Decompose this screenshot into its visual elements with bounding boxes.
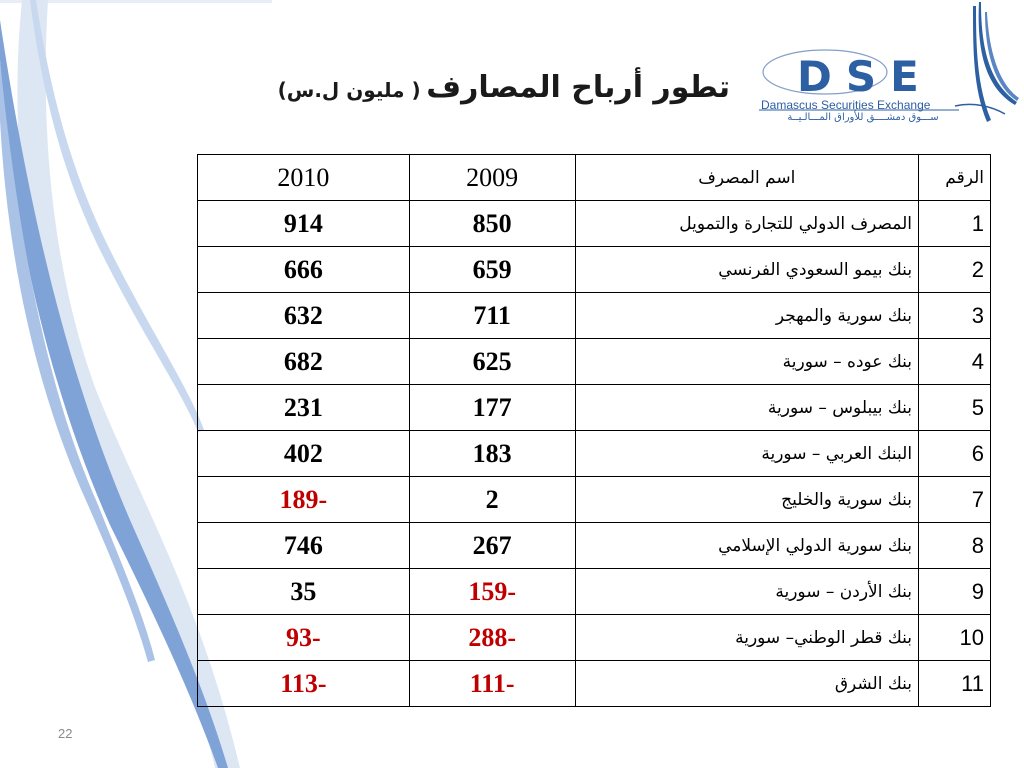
row-value-2009: 177 bbox=[408, 384, 576, 431]
row-number: 4 bbox=[918, 338, 991, 385]
table-row: 8 بنك سورية الدولي الإسلامي 267 746 bbox=[197, 522, 991, 569]
row-value-2010: -189 bbox=[197, 476, 410, 523]
row-number: 2 bbox=[918, 246, 991, 293]
row-value-2010: 231 bbox=[197, 384, 410, 431]
header-2010: 2010 bbox=[197, 154, 410, 201]
table-row: 3 بنك سورية والمهجر 711 632 bbox=[197, 292, 991, 339]
table-row: 11 بنك الشرق -111 -113 bbox=[197, 660, 991, 707]
row-value-2009: 2 bbox=[408, 476, 576, 523]
row-number: 6 bbox=[918, 430, 991, 477]
row-number: 1 bbox=[918, 200, 991, 247]
row-bank-name: بنك الأردن – سورية bbox=[574, 568, 920, 615]
row-number: 7 bbox=[918, 476, 991, 523]
logo-letters: DSE bbox=[797, 52, 933, 101]
table-row: 9 بنك الأردن – سورية -159 35 bbox=[197, 568, 991, 615]
row-bank-name: بنك قطر الوطني– سورية bbox=[574, 614, 920, 661]
bank-profits-table: الرقم اسم المصرف 2009 2010 1 المصرف الدول… bbox=[197, 154, 991, 707]
row-value-2009: -159 bbox=[408, 568, 576, 615]
row-value-2009: 659 bbox=[408, 246, 576, 293]
row-bank-name: بنك سورية والمهجر bbox=[574, 292, 920, 339]
row-number: 3 bbox=[918, 292, 991, 339]
row-bank-name: بنك عوده – سورية bbox=[574, 338, 920, 385]
row-value-2009: 625 bbox=[408, 338, 576, 385]
row-value-2009: -111 bbox=[408, 660, 576, 707]
logo-english-name: Damascus Securities Exchange bbox=[761, 98, 931, 112]
row-number: 8 bbox=[918, 522, 991, 569]
row-value-2010: 914 bbox=[197, 200, 410, 247]
row-value-2009: 183 bbox=[408, 430, 576, 477]
row-bank-name: بنك بيبلوس – سورية bbox=[574, 384, 920, 431]
row-value-2010: 632 bbox=[197, 292, 410, 339]
row-bank-name: المصرف الدولي للتجارة والتمويل bbox=[574, 200, 920, 247]
table-row: 2 بنك بيمو السعودي الفرنسي 659 666 bbox=[197, 246, 991, 293]
row-value-2010: -93 bbox=[197, 614, 410, 661]
row-value-2009: 850 bbox=[408, 200, 576, 247]
table-row: 1 المصرف الدولي للتجارة والتمويل 850 914 bbox=[197, 200, 991, 247]
title-main: تطور أرباح المصارف bbox=[426, 70, 730, 105]
slide-title: تطور أرباح المصارف ( مليون ل.س) bbox=[150, 70, 730, 105]
row-value-2009: -288 bbox=[408, 614, 576, 661]
row-number: 5 bbox=[918, 384, 991, 431]
table-row: 6 البنك العربي – سورية 183 402 bbox=[197, 430, 991, 477]
row-value-2010: 666 bbox=[197, 246, 410, 293]
row-value-2009: 711 bbox=[408, 292, 576, 339]
table-row: 4 بنك عوده – سورية 625 682 bbox=[197, 338, 991, 385]
header-bank-name: اسم المصرف bbox=[574, 154, 920, 201]
row-value-2010: -113 bbox=[197, 660, 410, 707]
row-number: 10 bbox=[918, 614, 991, 661]
table-row: 10 بنك قطر الوطني– سورية -288 -93 bbox=[197, 614, 991, 661]
table-row: 5 بنك بيبلوس – سورية 177 231 bbox=[197, 384, 991, 431]
page-number: 22 bbox=[58, 726, 73, 741]
row-bank-name: بنك سورية الدولي الإسلامي bbox=[574, 522, 920, 569]
header-number: الرقم bbox=[918, 154, 991, 201]
table-header-row: الرقم اسم المصرف 2009 2010 bbox=[197, 154, 991, 201]
row-number: 11 bbox=[918, 660, 991, 707]
row-value-2010: 682 bbox=[197, 338, 410, 385]
logo-arabic-name: ســـوق دمشــــق للأوراق المـــالـيــة bbox=[787, 112, 939, 123]
row-bank-name: بنك سورية والخليج bbox=[574, 476, 920, 523]
table-row: 7 بنك سورية والخليج 2 -189 bbox=[197, 476, 991, 523]
row-bank-name: البنك العربي – سورية bbox=[574, 430, 920, 477]
logo-tower-graphic bbox=[759, 2, 1019, 122]
dse-logo: DSE Damascus Securities Exchange ســـوق … bbox=[755, 2, 1020, 132]
row-number: 9 bbox=[918, 568, 991, 615]
row-bank-name: بنك بيمو السعودي الفرنسي bbox=[574, 246, 920, 293]
title-unit: ( مليون ل.س) bbox=[277, 78, 421, 102]
row-bank-name: بنك الشرق bbox=[574, 660, 920, 707]
row-value-2010: 402 bbox=[197, 430, 410, 477]
row-value-2010: 35 bbox=[197, 568, 410, 615]
row-value-2009: 267 bbox=[408, 522, 576, 569]
header-2009: 2009 bbox=[408, 154, 576, 201]
row-value-2010: 746 bbox=[197, 522, 410, 569]
